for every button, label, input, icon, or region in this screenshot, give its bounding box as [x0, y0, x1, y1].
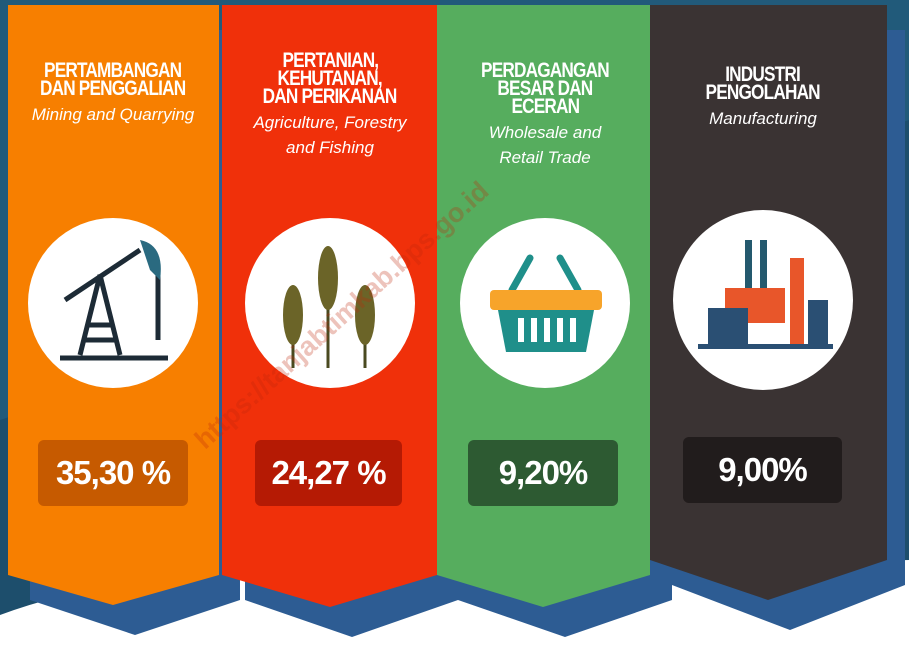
subtitle-group: Mining and Quarrying: [32, 102, 195, 127]
panel-title: DAN PERIKANAN: [263, 88, 397, 106]
subtitle-group: Manufacturing: [709, 106, 817, 131]
value-label: 24,27 %: [255, 440, 402, 506]
value-label: 9,00%: [683, 437, 842, 503]
panel-subtitle: Mining and Quarrying: [32, 102, 195, 127]
panel-title: DAN PENGGALIAN: [40, 80, 185, 98]
panel-title: PENGOLAHAN: [706, 84, 820, 102]
value-label: 9,20%: [468, 440, 618, 506]
panel-title: ECERAN: [511, 98, 579, 116]
panel-subtitle: Agriculture, Forestry: [253, 110, 406, 135]
panel-subtitle: and Fishing: [253, 135, 406, 160]
panel-subtitle: Retail Trade: [489, 145, 601, 170]
value-label: 35,30 %: [38, 440, 188, 506]
panel-subtitle: Manufacturing: [709, 106, 817, 131]
panel-subtitle: Wholesale and: [489, 120, 601, 145]
infographic: https://tanjabtimkab.bps.go.id PERTAMBAN…: [0, 0, 909, 647]
